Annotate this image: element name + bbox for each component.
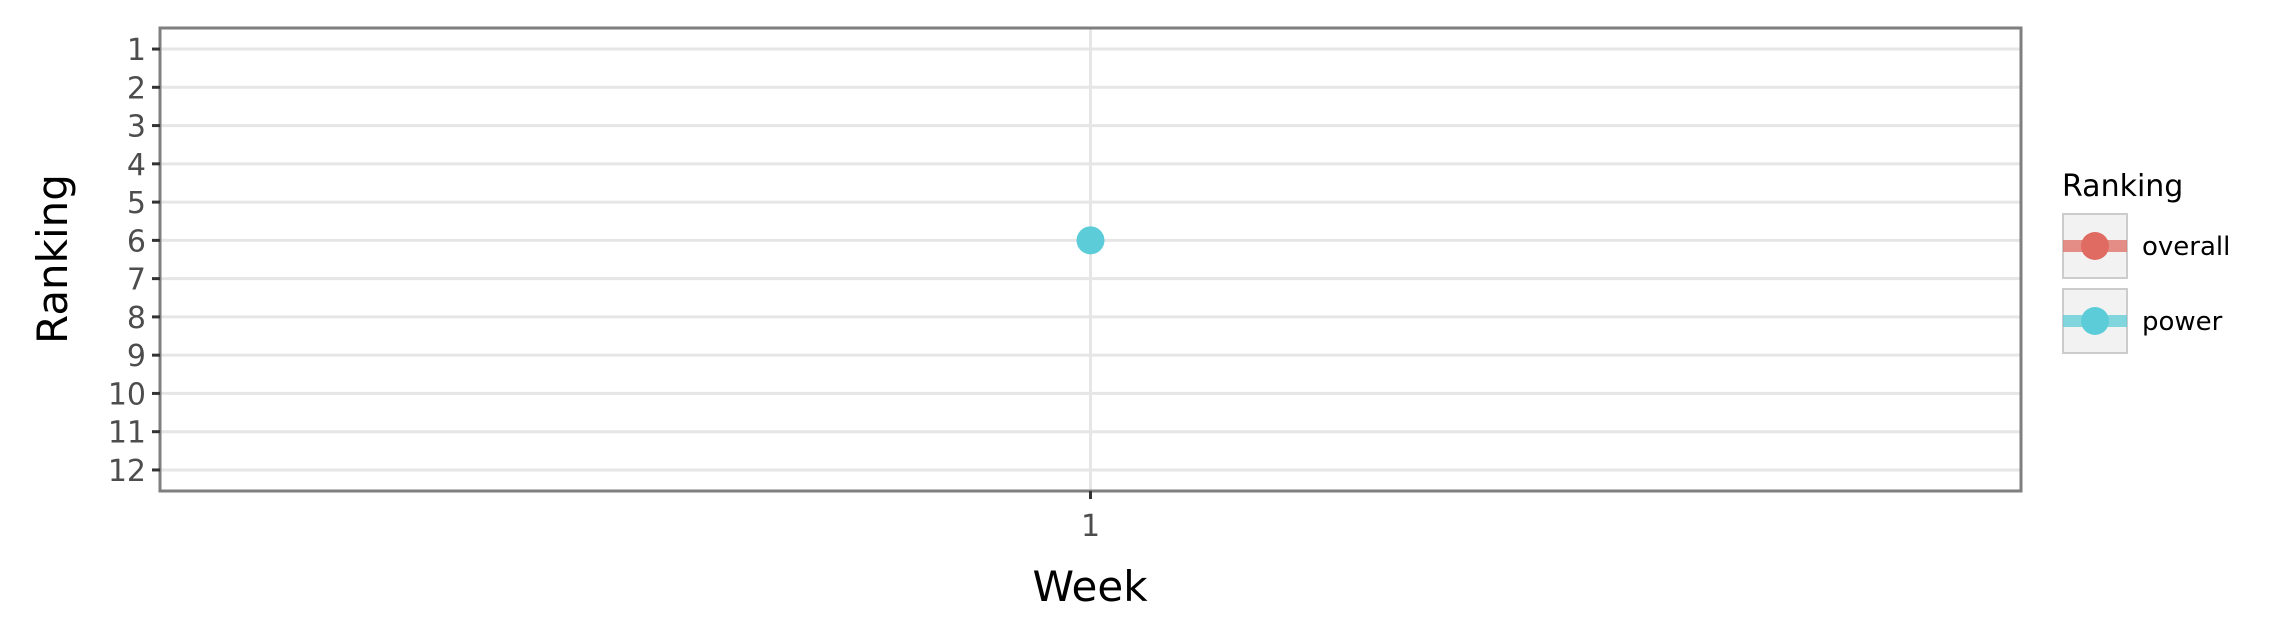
legend-key-point-power — [2081, 307, 2109, 335]
y-tick-label-12: 12 — [108, 454, 146, 489]
x-axis-title: Week — [1032, 562, 1148, 611]
y-tick-label-6: 6 — [127, 224, 146, 259]
legend-key-point-overall — [2081, 232, 2109, 260]
legend-label-power: power — [2142, 307, 2223, 337]
y-tick-label-4: 4 — [127, 148, 146, 183]
y-tick-label-10: 10 — [108, 377, 146, 412]
x-tick-label-1: 1 — [1081, 509, 1100, 544]
y-tick-label-9: 9 — [127, 339, 146, 374]
y-tick-label-11: 11 — [108, 416, 146, 451]
y-tick-label-5: 5 — [127, 186, 146, 221]
y-tick-label-7: 7 — [127, 263, 146, 298]
point-power-0 — [1076, 226, 1105, 255]
gridlines — [160, 28, 2021, 491]
y-tick-label-3: 3 — [127, 110, 146, 145]
legend-title: Ranking — [2062, 169, 2183, 204]
y-tick-label-1: 1 — [127, 33, 146, 68]
x-axis-ticks: 1 — [1081, 491, 1100, 544]
data-marks — [1076, 226, 1105, 255]
y-axis-title: Ranking — [28, 174, 77, 344]
y-tick-label-2: 2 — [127, 71, 146, 106]
legend-label-overall: overall — [2142, 232, 2230, 262]
y-tick-label-8: 8 — [127, 301, 146, 336]
legend: Ranking overall power — [2062, 169, 2230, 354]
